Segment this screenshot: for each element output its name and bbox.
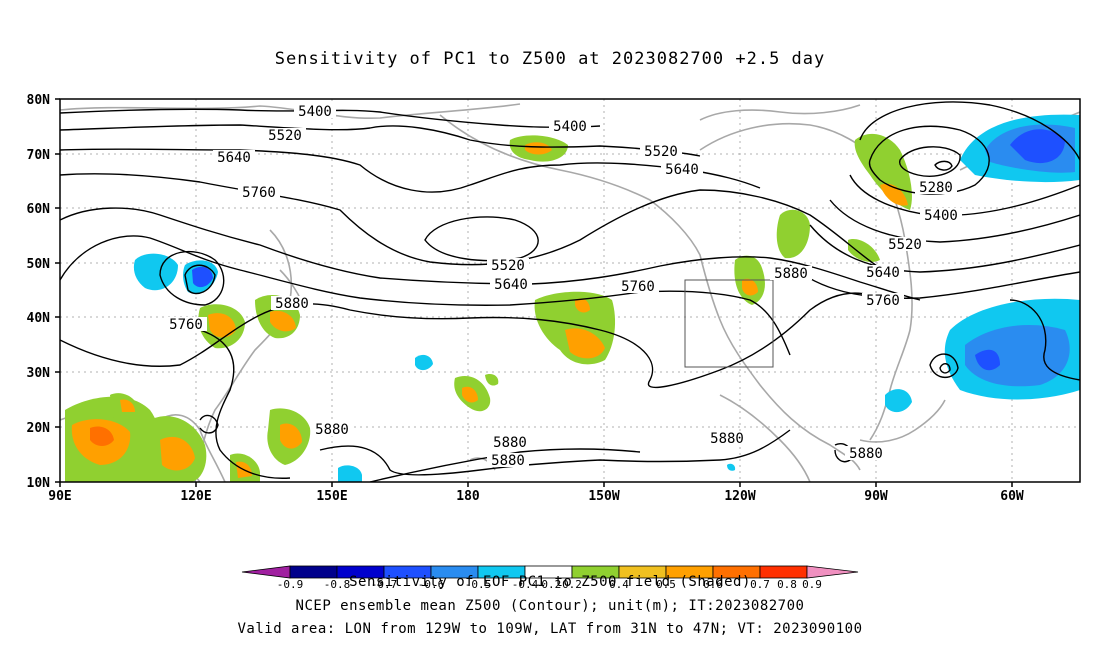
contour-label: 5760 bbox=[866, 293, 900, 309]
colorbar-tick: -0.6 bbox=[418, 578, 445, 591]
contour-label: 5520 bbox=[268, 128, 302, 144]
colorbar-tick: -0.5 bbox=[465, 578, 492, 591]
colorbar bbox=[241, 565, 859, 579]
lat-label: 30N bbox=[27, 366, 51, 381]
contour-label: 5520 bbox=[644, 144, 678, 160]
lon-label: 150E bbox=[316, 489, 347, 504]
lon-label: 60W bbox=[1000, 489, 1024, 504]
axis-ticks bbox=[55, 98, 1013, 487]
lat-label: 60N bbox=[27, 202, 51, 217]
positive-sensitivity-shading bbox=[65, 133, 912, 482]
map-title: Sensitivity of PC1 to Z500 at 2023082700… bbox=[274, 49, 826, 69]
footer-line-3: Valid area: LON from 129W to 109W, LAT f… bbox=[237, 621, 863, 637]
lat-label: 10N bbox=[27, 476, 51, 491]
footer-line-2: NCEP ensemble mean Z500 (Contour); unit(… bbox=[295, 598, 805, 614]
negative-sensitivity-shading bbox=[133, 114, 1080, 482]
contour-label: 5880 bbox=[493, 435, 527, 451]
valid-area-box bbox=[684, 279, 774, 368]
colorbar-tick: 0.9 bbox=[802, 578, 822, 591]
lat-label: 70N bbox=[27, 148, 51, 163]
contour-label: 5520 bbox=[491, 258, 525, 274]
contour-label: 5400 bbox=[298, 104, 332, 120]
lon-label: 120E bbox=[180, 489, 211, 504]
colorbar-tick: -0.4 bbox=[512, 578, 539, 591]
footer-line-1: Sensitivity of EOF PC1 to Z500 field (Sh… bbox=[349, 574, 751, 590]
contour-label: 5880 bbox=[491, 453, 525, 469]
contour-label: 5880 bbox=[774, 266, 808, 282]
contour-label: 5760 bbox=[621, 279, 655, 295]
colorbar-high-triangle bbox=[806, 565, 859, 579]
contour-label: 5880 bbox=[315, 422, 349, 438]
colorbar-tick: 0.8 bbox=[777, 578, 797, 591]
lon-label: 150W bbox=[588, 489, 619, 504]
lon-label: 90W bbox=[864, 489, 888, 504]
lat-label: 20N bbox=[27, 421, 51, 436]
contour-label: 5640 bbox=[665, 162, 699, 178]
lon-label: 90E bbox=[48, 489, 71, 504]
plot-frame bbox=[59, 98, 1081, 483]
contour-label: 5640 bbox=[217, 150, 251, 166]
gridlines bbox=[60, 99, 1080, 482]
colorbar-tick: 0.2 bbox=[562, 578, 582, 591]
contour-label: 5760 bbox=[242, 185, 276, 201]
contour-label: 5880 bbox=[275, 296, 309, 312]
lat-label: 80N bbox=[27, 93, 51, 108]
contour-label: 5880 bbox=[710, 431, 744, 447]
lon-label: 180 bbox=[456, 489, 480, 504]
contour-label: 5280 bbox=[919, 180, 953, 196]
colorbar-tick: -0.2 bbox=[535, 578, 562, 591]
colorbar-tick: 0.7 bbox=[750, 578, 770, 591]
contour-label: 5760 bbox=[169, 317, 203, 333]
colorbar-tick: -0.9 bbox=[277, 578, 304, 591]
lat-label: 50N bbox=[27, 257, 51, 272]
contour-label: 5520 bbox=[888, 237, 922, 253]
lat-label: 40N bbox=[27, 311, 51, 326]
contour-label: 5400 bbox=[553, 119, 587, 135]
colorbar-tick: 0.4 bbox=[609, 578, 629, 591]
colorbar-tick: -0.8 bbox=[324, 578, 351, 591]
z500-contours bbox=[60, 101, 1080, 482]
colorbar-tick: -0.7 bbox=[371, 578, 398, 591]
lon-label: 120W bbox=[724, 489, 755, 504]
contour-label: 5400 bbox=[924, 208, 958, 224]
colorbar-tick: 0.5 bbox=[656, 578, 676, 591]
contour-label: 5640 bbox=[494, 277, 528, 293]
contour-label: 5880 bbox=[849, 446, 883, 462]
contour-label: 5640 bbox=[866, 265, 900, 281]
colorbar-tick: 0.6 bbox=[703, 578, 723, 591]
